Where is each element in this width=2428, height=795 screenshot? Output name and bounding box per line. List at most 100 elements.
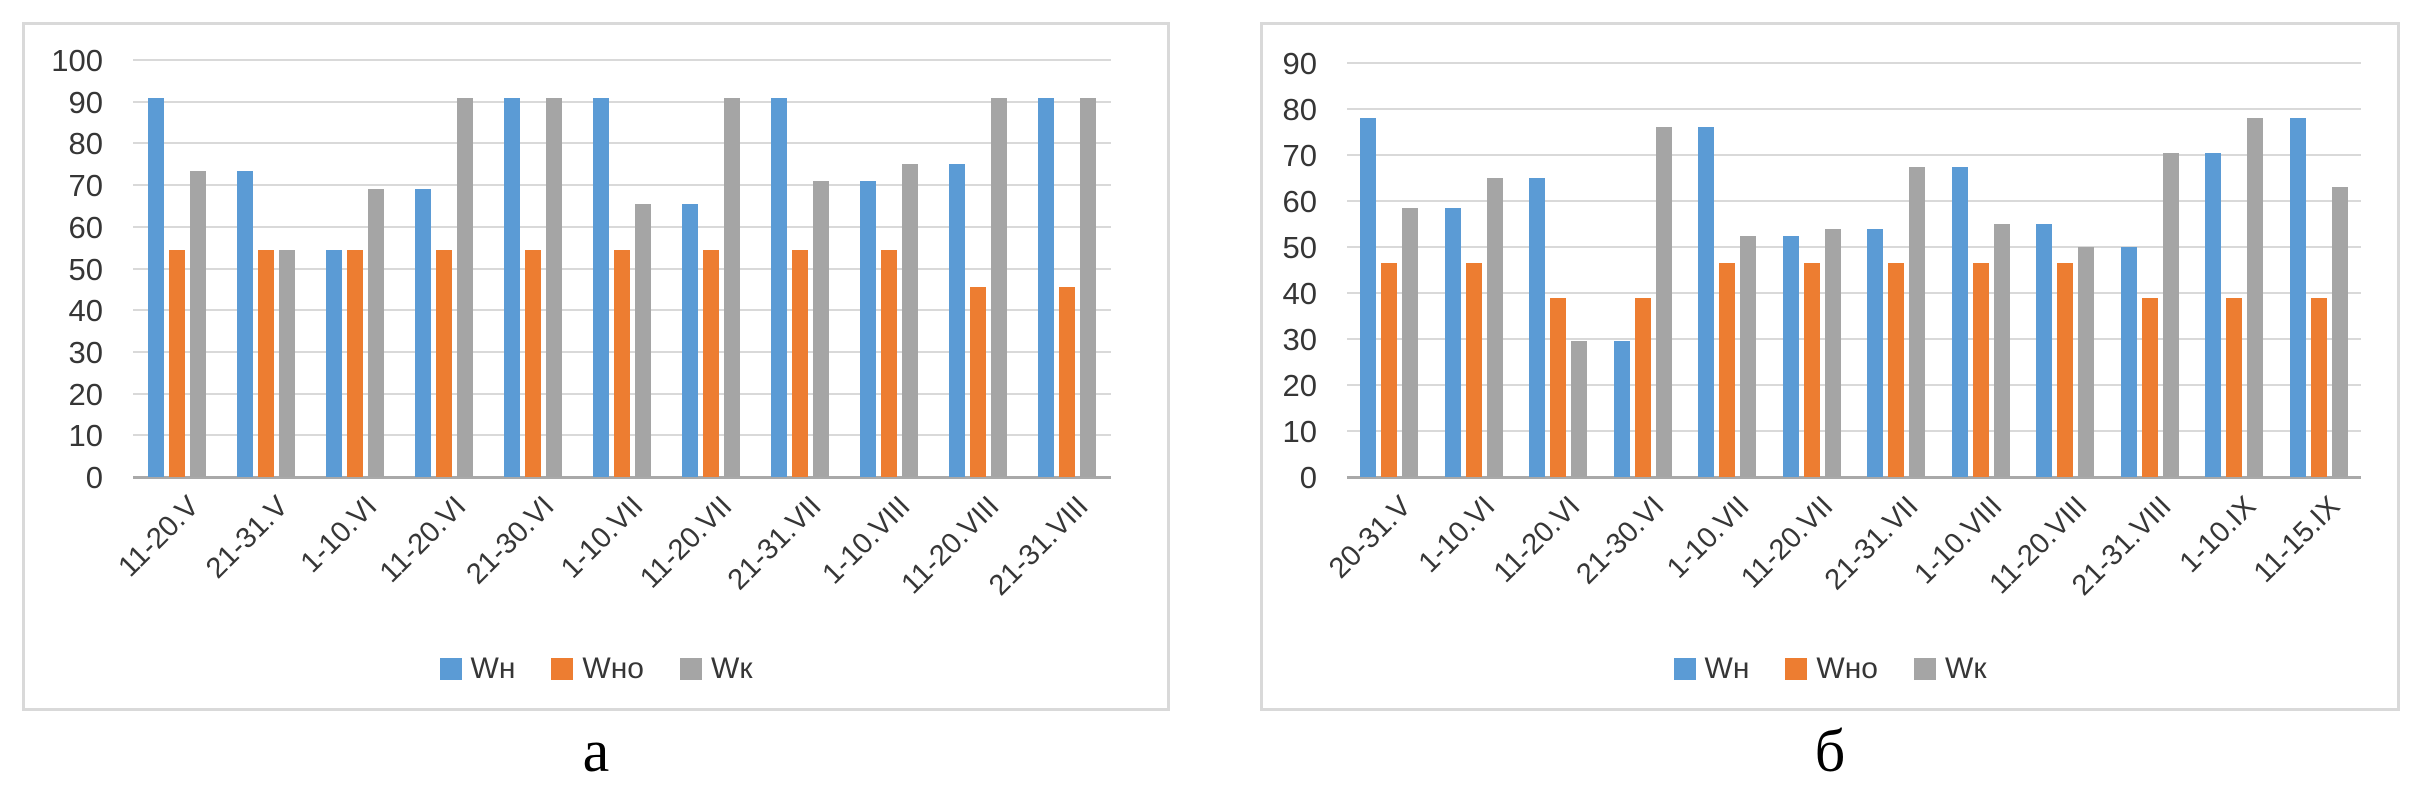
bar-wно-11-20.VII xyxy=(702,249,719,477)
bar-wно-11-15.IX xyxy=(2310,297,2327,477)
gridline xyxy=(1347,430,2361,432)
bar-wк-21-31.V xyxy=(279,249,296,477)
x-category-label: 21-31.VII xyxy=(721,490,828,597)
legend-item-wн: Wн xyxy=(439,652,516,686)
legend-label: Wк xyxy=(711,652,753,685)
gridline xyxy=(1347,108,2361,110)
y-axis-tick-label: 90 xyxy=(68,84,103,120)
x-category-label: 11-15.IX xyxy=(2248,490,2347,589)
x-category-label: 11-20.VII xyxy=(634,490,739,595)
legend-item-wно: Wно xyxy=(1785,652,1878,686)
gridline xyxy=(133,59,1111,61)
gridline xyxy=(1347,246,2361,248)
bar-wк-1-10.VI xyxy=(1486,178,1503,477)
bar-wн-21-30.VI xyxy=(504,97,521,477)
chart-b: 0 10 20 30 40 50 60 70 80 90 20-31.V 1-10.VI 11-20.V… xyxy=(1260,22,2400,711)
caption-chart-b: б xyxy=(1814,718,1846,784)
gridline xyxy=(1347,292,2361,294)
y-axis-tick-label: 10 xyxy=(1282,414,1317,449)
bar-wно-20-31.V xyxy=(1381,263,1398,477)
bar-wно-1-10.VI xyxy=(347,249,364,477)
bar-wн-11-20.VII xyxy=(681,203,698,477)
x-category-label: 1-10.VI xyxy=(294,490,384,580)
bar-wно-11-20.VI xyxy=(1550,297,1567,477)
bar-wк-1-10.VII xyxy=(1740,235,1757,477)
y-axis-tick-label: 50 xyxy=(68,251,103,287)
legend-swatch-icon xyxy=(680,658,702,680)
y-axis-tick-label: 80 xyxy=(68,126,103,162)
y-axis-tick-label: 60 xyxy=(68,209,103,245)
y-axis-tick-label: 20 xyxy=(1282,368,1317,403)
legend-item-wно: Wно xyxy=(551,652,644,686)
gridline xyxy=(1347,62,2361,64)
bar-wк-11-20.VI xyxy=(1571,341,1588,477)
bar-wн-1-10.VI xyxy=(326,249,343,477)
bar-wк-21-31.VII xyxy=(1909,166,1926,477)
bar-wн-21-31.VIII xyxy=(2120,247,2137,477)
bar-wн-1-10.VII xyxy=(1698,127,1715,477)
legend-label: Wн xyxy=(470,652,516,685)
bar-wн-1-10.IX xyxy=(2205,152,2222,477)
x-axis-line xyxy=(133,476,1111,479)
bar-wно-1-10.VIII xyxy=(1972,263,1989,477)
bar-wк-21-30.VI xyxy=(1655,127,1672,477)
legend-item-wк: Wк xyxy=(1914,652,1986,686)
legend-swatch-icon xyxy=(439,658,462,680)
chart-legend: Wн Wно Wк xyxy=(25,652,1167,686)
legend-label: Wно xyxy=(1816,652,1878,685)
legend-item-wн: Wн xyxy=(1673,652,1750,686)
x-category-label: 21-31.V xyxy=(199,490,295,585)
bar-wк-11-20.V xyxy=(190,170,207,477)
y-axis-tick-label: 60 xyxy=(1282,184,1317,219)
y-axis-tick-label: 50 xyxy=(1282,230,1317,265)
y-axis-tick-label: 70 xyxy=(68,168,103,204)
x-category-label: 21-31.VII xyxy=(1818,490,1925,597)
y-axis-tick-label: 70 xyxy=(1282,138,1317,173)
legend-label: Wн xyxy=(1704,652,1750,685)
gridline xyxy=(1347,200,2361,202)
bar-wк-11-20.VII xyxy=(723,97,740,477)
bar-wн-21-31.VII xyxy=(1867,228,1884,477)
y-axis-tick-label: 30 xyxy=(68,334,103,370)
x-category-label: 11-20.VI xyxy=(373,490,473,589)
gridline xyxy=(1347,154,2361,156)
x-category-label: 11-20.V xyxy=(112,490,206,584)
y-axis-tick-label: 40 xyxy=(1282,276,1317,311)
bar-wно-1-10.VIII xyxy=(880,249,897,477)
bar-wн-11-20.VI xyxy=(1529,178,1546,477)
bar-wн-11-20.VIII xyxy=(2036,224,2053,477)
y-axis-tick-label: 20 xyxy=(68,376,103,412)
bar-wно-11-20.VI xyxy=(436,249,453,477)
bar-wно-21-31.V xyxy=(258,249,275,477)
bar-wно-11-20.V xyxy=(169,249,186,477)
bar-wк-11-20.VI xyxy=(457,97,474,477)
x-category-label: 21-30.VI xyxy=(1570,490,1671,591)
chart-legend: Wн Wно Wк xyxy=(1263,652,2397,686)
legend-label: Wк xyxy=(1945,652,1987,685)
legend-swatch-icon xyxy=(1785,658,1808,680)
bar-wн-11-20.VIII xyxy=(948,164,965,477)
gridline xyxy=(1347,384,2361,386)
bar-wк-11-15.IX xyxy=(2331,187,2348,477)
bar-wно-1-10.VII xyxy=(1719,263,1736,477)
gridline xyxy=(133,225,1111,228)
bar-wк-1-10.VIII xyxy=(901,164,918,477)
bar-wно-21-30.VI xyxy=(1634,297,1651,477)
bar-wно-1-10.VII xyxy=(614,249,630,477)
chart-a: 0 10 20 30 40 50 60 70 80 90 100 11-20.V 21-31.V 1-10… xyxy=(22,22,1170,711)
bar-wн-20-31.V xyxy=(1360,118,1377,477)
bar-wк-1-10.IX xyxy=(2247,118,2264,477)
bar-wно-21-31.VIII xyxy=(1058,287,1075,477)
legend-swatch-icon xyxy=(1914,658,1936,680)
bar-wк-11-20.VIII xyxy=(2078,247,2095,477)
y-axis-tick-label: 90 xyxy=(1282,46,1317,81)
bar-wк-21-30.VI xyxy=(546,97,563,477)
x-axis-line xyxy=(1347,476,2361,479)
bar-wк-1-10.VIII xyxy=(1993,224,2010,477)
bar-wн-21-31.VII xyxy=(770,97,787,477)
caption-chart-a: а xyxy=(582,718,610,784)
bar-wно-21-31.VIII xyxy=(2141,297,2158,477)
bar-wн-11-20.V xyxy=(148,97,165,477)
bar-wн-21-31.VIII xyxy=(1037,97,1054,477)
bar-wк-1-10.VI xyxy=(368,189,385,477)
